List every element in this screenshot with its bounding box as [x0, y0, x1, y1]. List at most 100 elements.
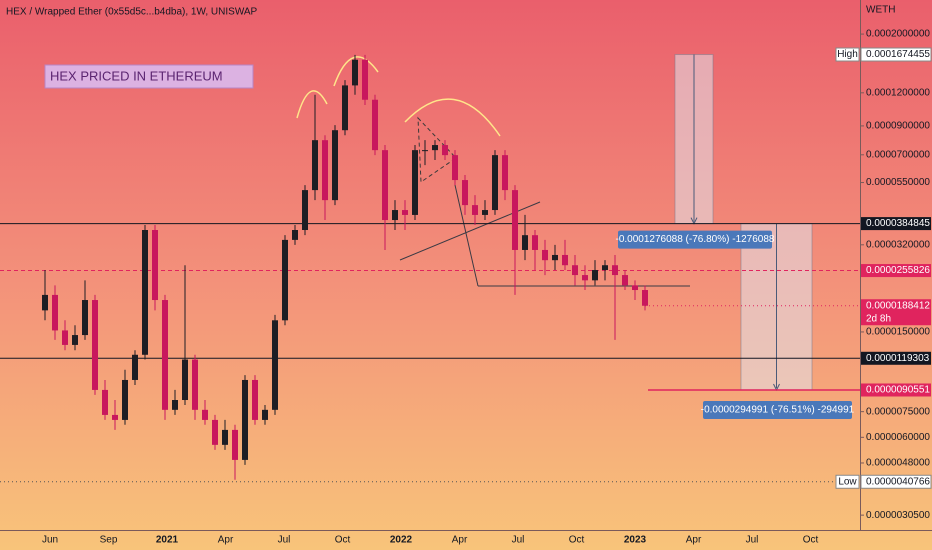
candle-body	[442, 145, 448, 156]
price-tag: Low	[838, 476, 857, 487]
y-tick-label: 0.0000060000	[866, 432, 930, 443]
candle-body	[412, 150, 418, 215]
price-label: 0.0000255826	[866, 265, 930, 276]
x-tick-label: Oct	[569, 535, 585, 546]
x-tick-label: Jun	[42, 535, 58, 546]
candle-body	[362, 59, 368, 100]
drawing-arc	[404, 98, 501, 137]
candle-body	[352, 59, 358, 86]
candle-body	[492, 155, 498, 211]
candle-body	[422, 150, 428, 152]
drawing-triangle	[417, 116, 457, 183]
candle-body	[122, 379, 128, 420]
candle-body	[242, 379, 248, 460]
candle-body	[642, 290, 648, 306]
candle-body	[132, 354, 138, 380]
candle-body	[82, 300, 88, 336]
measure-label-box	[618, 230, 772, 249]
candle-body	[402, 210, 408, 215]
annotation-box	[44, 64, 254, 89]
measure-label: -0.0000294991 (-76.51%) -294991	[701, 405, 855, 416]
candle-body	[232, 429, 238, 460]
x-tick-label: Apr	[218, 535, 234, 546]
x-tick-label: Jul	[512, 535, 525, 546]
candle-body	[62, 330, 68, 345]
price-tag-box	[835, 474, 860, 489]
candle-body	[212, 419, 218, 445]
price-label-box	[861, 217, 931, 231]
price-tag: High	[837, 49, 858, 60]
candle-body	[142, 230, 148, 355]
annotation-text: HEX PRICED IN ETHEREUM	[50, 68, 223, 83]
candle-body	[462, 180, 468, 206]
candle-body	[292, 230, 298, 240]
y-tick-label: 0.0000075000	[866, 406, 930, 417]
chart-title: HEX / Wrapped Ether (0x55d5c...b4dba), 1…	[6, 7, 258, 18]
candle-body	[502, 155, 508, 191]
candle-body	[372, 99, 378, 151]
drawing-trendline	[454, 184, 479, 287]
price-label: 0.0000090551	[866, 385, 930, 396]
price-label-box	[861, 383, 931, 397]
candle-body	[342, 85, 348, 131]
y-tick-label: 0.0000048000	[866, 458, 930, 469]
candle-body	[512, 190, 518, 250]
price-label-tag: 2d 8h	[866, 313, 891, 324]
price-label-box	[861, 264, 931, 278]
price-label-box	[861, 351, 931, 365]
candle-body	[52, 294, 58, 331]
candle-body	[482, 210, 488, 215]
candle-body	[592, 270, 598, 281]
candle-body	[472, 205, 478, 215]
x-tick-label: Sep	[100, 535, 118, 546]
candle-body	[382, 150, 388, 221]
price-tag-box	[835, 47, 860, 62]
y-tick-label: 0.0000550000	[866, 177, 930, 188]
candle-body	[322, 140, 328, 201]
candle-body	[552, 254, 558, 261]
candle-body	[312, 140, 318, 191]
x-tick-label: 2021	[156, 535, 179, 546]
x-tick-label: Oct	[803, 535, 819, 546]
price-label: 0.0000384845	[866, 218, 930, 229]
candle-body	[222, 429, 228, 445]
candle-body	[392, 210, 398, 221]
x-tick-label: Apr	[452, 535, 468, 546]
candle-body	[582, 275, 588, 281]
x-tick-label: Jul	[278, 535, 291, 546]
candle-body	[272, 320, 278, 410]
candle-body	[332, 130, 338, 201]
candle-body	[602, 265, 608, 271]
candle-body	[72, 335, 78, 345]
candle-body	[202, 409, 208, 420]
x-tick-label: 2023	[624, 535, 647, 546]
candle-body	[182, 359, 188, 401]
x-tick-label: Oct	[335, 535, 351, 546]
x-tick-label: 2022	[390, 535, 413, 546]
price-label-box	[861, 299, 931, 326]
y-tick-label: 0.0000700000	[866, 149, 930, 160]
price-label: 0.0000119303	[866, 353, 930, 364]
candle-body	[302, 190, 308, 231]
candle-body	[572, 265, 578, 276]
candle-body	[532, 235, 538, 250]
candle-body	[282, 239, 288, 321]
price-label: 0.0001674455	[866, 49, 930, 60]
candle-body	[432, 145, 438, 151]
candle-body	[152, 230, 158, 301]
y-tick-label: 0.0000150000	[866, 327, 930, 338]
candle-body	[192, 359, 198, 410]
drawing-arc	[296, 90, 328, 119]
price-label-box	[860, 47, 932, 62]
candle-body	[452, 155, 458, 181]
drawing-arc	[333, 56, 379, 87]
x-tick-label: Apr	[686, 535, 702, 546]
y-tick-label: 0.0000320000	[866, 239, 930, 250]
candle-body	[612, 265, 618, 276]
candle-body	[522, 235, 528, 250]
y-tick-label: 0.0000900000	[866, 121, 930, 132]
candle-body	[262, 409, 268, 420]
measure-label-box	[703, 400, 852, 419]
price-label-box	[860, 474, 932, 489]
axis-unit: WETH	[866, 5, 895, 16]
